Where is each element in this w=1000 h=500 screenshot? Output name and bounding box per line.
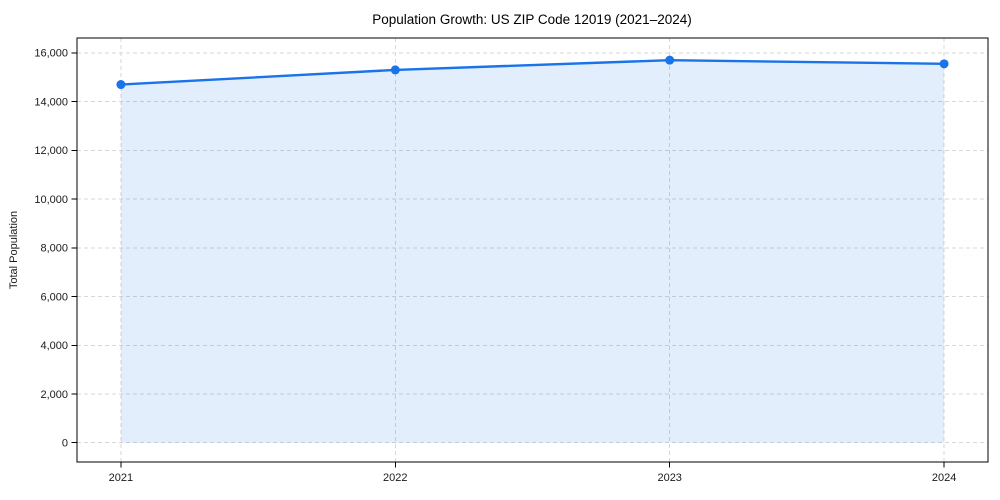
y-tick-label: 16,000 xyxy=(34,48,68,60)
x-axis-tick-labels: 2021 2022 2023 2024 xyxy=(109,472,957,484)
gridlines xyxy=(77,38,988,462)
data-point-2024 xyxy=(939,59,949,69)
x-tick-label: 2024 xyxy=(932,472,956,484)
axes-spines xyxy=(76,37,989,463)
y-axis-tick-labels: 0 2,000 4,000 6,000 8,000 10,000 12,000 14,000 1… xyxy=(34,48,68,450)
series-line xyxy=(119,58,946,86)
y-tick-label: 8,000 xyxy=(40,243,68,255)
data-point-2023 xyxy=(665,55,675,65)
y-axis-label: Total Population xyxy=(8,211,20,289)
chart-title: Population Growth: US ZIP Code 12019 (20… xyxy=(372,12,691,27)
y-tick-label: 2,000 xyxy=(40,389,68,401)
plot-frame xyxy=(76,37,989,463)
data-points xyxy=(116,55,949,90)
data-line xyxy=(119,58,946,86)
x-tick-label: 2021 xyxy=(109,472,133,484)
y-tick-label: 0 xyxy=(62,438,68,450)
axis-ticks xyxy=(71,52,945,468)
area-fill-path xyxy=(120,60,945,443)
data-point-2021 xyxy=(116,80,126,90)
y-tick-label: 12,000 xyxy=(34,145,68,157)
x-tick-label: 2023 xyxy=(657,472,681,484)
y-tick-label: 14,000 xyxy=(34,96,68,108)
y-tick-label: 6,000 xyxy=(40,291,68,303)
y-tick-label: 4,000 xyxy=(40,340,68,352)
area-fill xyxy=(120,60,945,443)
y-tick-label: 10,000 xyxy=(34,194,68,206)
data-point-2022 xyxy=(390,65,400,75)
x-tick-label: 2022 xyxy=(383,472,407,484)
